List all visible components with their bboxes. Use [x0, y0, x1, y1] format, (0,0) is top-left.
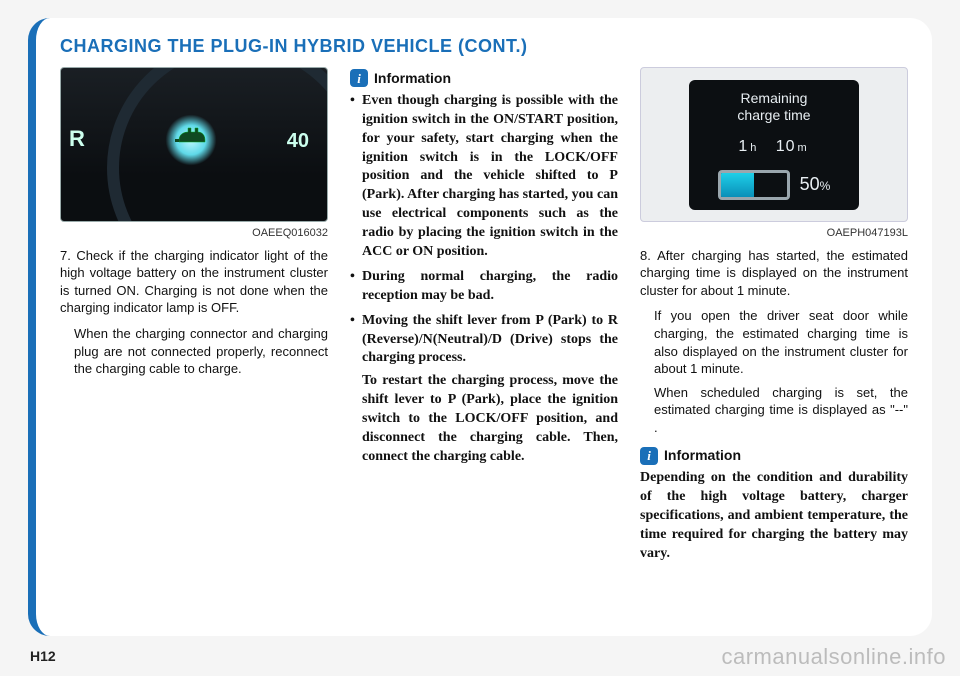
gauge-right-number: 40 [287, 128, 309, 155]
info-bullet-3-sub: To restart the charging process, move th… [362, 372, 618, 466]
cluster-screen: Remaining charge time 1h 10m 50% [689, 80, 859, 210]
info-icon: i [350, 69, 368, 87]
battery-percent: 50% [800, 172, 831, 196]
column-3: Remaining charge time 1h 10m 50% [640, 67, 908, 570]
info-bullet-3-text: Moving the shift lever from P (Park) to … [362, 313, 618, 366]
info-label-1: Information [374, 69, 451, 88]
column-2: i Information Even though charging is po… [350, 67, 618, 570]
info-label-2: Information [664, 446, 741, 465]
content-columns: R 40 OAEEQ016032 7. Check if the chargin… [60, 67, 908, 570]
screen-title-line2: charge time [737, 107, 810, 123]
step-8: 8. After charging has started, the estim… [640, 247, 908, 300]
info-bullet-3: Moving the shift lever from P (Park) to … [350, 312, 618, 467]
watermark-text: carmanualsonline.info [721, 644, 946, 670]
step-7-subtext: When the charging connector and charging… [60, 325, 328, 378]
information-heading-1: i Information [350, 69, 618, 88]
step-7: 7. Check if the charging indicator light… [60, 247, 328, 317]
step-8-number: 8. [640, 248, 651, 263]
minutes-unit: m [796, 142, 810, 154]
step-7-number: 7. [60, 248, 71, 263]
page-number: H12 [30, 648, 56, 664]
information-heading-2: i Information [640, 446, 908, 465]
info-bullet-2: During normal charging, the radio recept… [350, 268, 618, 306]
percent-value: 50 [800, 174, 820, 194]
step-8-p2: If you open the driver seat door while c… [640, 307, 908, 377]
info-bullet-1: Even though charging is possible with th… [350, 92, 618, 262]
info-bullet-list: Even though charging is possible with th… [350, 92, 618, 467]
battery-icon [718, 170, 790, 200]
step-7-text: Check if the charging indicator light of… [60, 248, 328, 316]
charge-time-image: Remaining charge time 1h 10m 50% [640, 67, 908, 222]
plug-svg-icon [175, 126, 207, 154]
step-8-text: After charging has started, the estimate… [640, 248, 908, 298]
gauge-left-letter: R [69, 124, 85, 154]
dashboard-image: R 40 [60, 67, 328, 222]
screen-title-line1: Remaining [741, 90, 808, 106]
screen-time: 1h 10m [701, 136, 847, 158]
charging-plug-icon [161, 110, 221, 170]
image-caption-2: OAEPH047193L [640, 226, 908, 241]
info-paragraph: Depending on the condition and durabilit… [640, 469, 908, 563]
column-1: R 40 OAEEQ016032 7. Check if the chargin… [60, 67, 328, 570]
info-icon: i [640, 447, 658, 465]
battery-fill [721, 173, 754, 197]
battery-row: 50% [701, 170, 847, 200]
hours-unit: h [748, 142, 759, 154]
percent-symbol: % [820, 179, 831, 193]
minutes-value: 10 [776, 138, 796, 155]
step-8-p3: When scheduled charging is set, the esti… [640, 384, 908, 437]
hours-value: 1 [738, 138, 748, 155]
section-header: CHARGING THE PLUG-IN HYBRID VEHICLE (CON… [60, 36, 908, 57]
image-caption-1: OAEEQ016032 [60, 226, 328, 241]
screen-title: Remaining charge time [701, 90, 847, 125]
manual-page: CHARGING THE PLUG-IN HYBRID VEHICLE (CON… [28, 18, 932, 636]
